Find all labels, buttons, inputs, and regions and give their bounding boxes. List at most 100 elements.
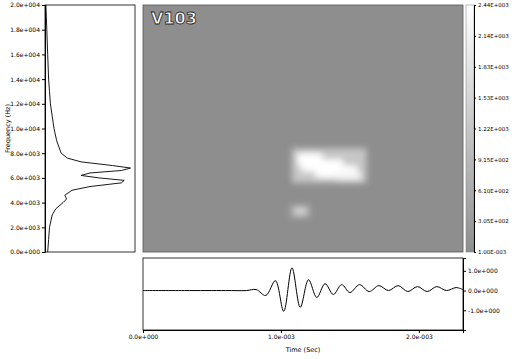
tick-label: 8.0e+003 [10,150,40,157]
tick-label: 1.0e+000 [468,267,498,274]
tick-label: 1.4e+004 [10,76,40,83]
tick-label: 1.53E+003 [478,95,509,101]
waveform-frame [143,258,463,330]
spectrum-frame [45,5,135,252]
tick: 0.0e+000 [463,287,498,294]
tick-mark [42,104,45,105]
tick-label: 0.0e+000 [468,287,498,294]
tick-mark [474,221,476,222]
frequency-axis: 0.0e+000 2.0e+003 4.0e+003 6.0e+003 8.0e+003… [10,1,45,255]
tick: 1.22E+003 [474,126,509,132]
tick: -1.0e+000 [463,307,500,314]
tick-mark [42,5,45,6]
tick-mark [474,190,476,191]
tick-mark [42,54,45,55]
tick: 1.0e+000 [463,267,498,274]
tick-mark [474,252,476,253]
time-axis-title: Time (Sec) [285,346,321,354]
tick-label: 1.22E+003 [478,126,509,132]
chart-title: V103 [151,9,197,28]
spectrogram-background [143,5,463,252]
tick-mark [474,159,476,160]
tick-label: 0.0e+000 [129,333,159,340]
colorbar-axis-line [475,6,477,253]
tick-mark [42,252,45,253]
tick-mark [474,98,476,99]
tick-mark [474,67,476,68]
tick: 1.4e+004 [10,76,45,83]
tick: 2.0e-003 [406,330,433,340]
tick: 1.00E-003 [474,249,507,255]
tick-mark [463,291,466,292]
spectrogram-frame [143,5,463,252]
tick: 1.8e+004 [10,26,45,33]
tick-mark [42,153,45,154]
spectrum-plot [46,5,131,252]
tick-label: 1.0e+004 [10,125,40,132]
tick: 2.0e+004 [10,1,45,8]
tick-mark [474,5,476,6]
tick: 1.2e+004 [10,100,45,107]
tick: 9.15E+002 [474,157,509,163]
tick-label: 2.44E+003 [478,2,509,8]
tick-label: -1.0e+000 [468,307,500,314]
tick: 3.05E+002 [474,218,509,224]
chart-svg: 0.0e+000 2.0e+003 4.0e+003 6.0e+003 8.0e+003… [0,0,529,359]
tick-label: 4.0e+003 [10,199,40,206]
tick-label: 1.6e+004 [10,51,40,58]
tick: 2.0e+003 [10,224,45,231]
tick-label: 2.0e+004 [10,1,40,8]
colorbar-axis: 1.00E-003 3.05E+002 6.10E+002 9.15E+002 1.22… [474,2,509,255]
frequency-axis-title: Frequency (Hz) [4,104,12,153]
spectrogram-cells [291,148,367,217]
waveform-plot [143,268,463,311]
tick-label: 9.15E+002 [478,157,509,163]
tick-label: 6.10E+002 [478,188,509,194]
tick: 2.44E+003 [474,2,509,8]
tick-mark [463,310,466,311]
tick-mark [42,129,45,130]
time-axis: 0.0e+000 1.0e-003 2.0e-003 [129,330,464,340]
tick: 0.0e+000 [10,248,45,255]
amplitude-axis: 1.0e+000 0.0e+000 -1.0e+000 [463,259,500,331]
spectrogram-plot [291,148,367,217]
tick-mark [42,30,45,31]
amplitude-axis-line [464,259,467,331]
waveform-line [143,268,463,311]
tick: 2.14E+003 [474,33,509,39]
tick-label: 0.0e+000 [10,248,40,255]
tick-mark [42,178,45,179]
heat-cell [295,208,306,215]
colorbar [466,5,474,252]
tick: 0.0e+000 [129,330,159,340]
tick-label: 1.83E+003 [478,64,509,70]
tick: 1.6e+004 [10,51,45,58]
tick-mark [474,36,476,37]
tick-label: 1.0e-003 [268,333,295,340]
tick-mark [42,203,45,204]
tick: 1.83E+003 [474,64,509,70]
tick-mark [42,79,45,80]
tick: 8.0e+003 [10,150,45,157]
tick: 1.0e+004 [10,125,45,132]
tick: 6.10E+002 [474,188,509,194]
tick-label: 1.2e+004 [10,100,40,107]
tick-label: 6.0e+003 [10,174,40,181]
frequency-axis-line [42,6,46,253]
tick-mark [474,129,476,130]
tick: 1.0e-003 [268,330,295,340]
tick: 1.53E+003 [474,95,509,101]
tick-label: 2.14E+003 [478,33,509,39]
heat-cell [336,172,361,181]
tick-label: 1.00E-003 [478,249,507,255]
tick-label: 2.0e-003 [406,333,433,340]
figure: 0.0e+000 2.0e+003 4.0e+003 6.0e+003 8.0e+003… [0,0,529,359]
tick-label: 1.8e+004 [10,26,40,33]
heat-cell [292,148,366,183]
tick: 4.0e+003 [10,199,45,206]
tick-label: 3.05E+002 [478,218,509,224]
heat-cell [291,205,310,217]
tick: 6.0e+003 [10,174,45,181]
spectrum-line [46,5,131,252]
tick-label: 2.0e+003 [10,224,40,231]
